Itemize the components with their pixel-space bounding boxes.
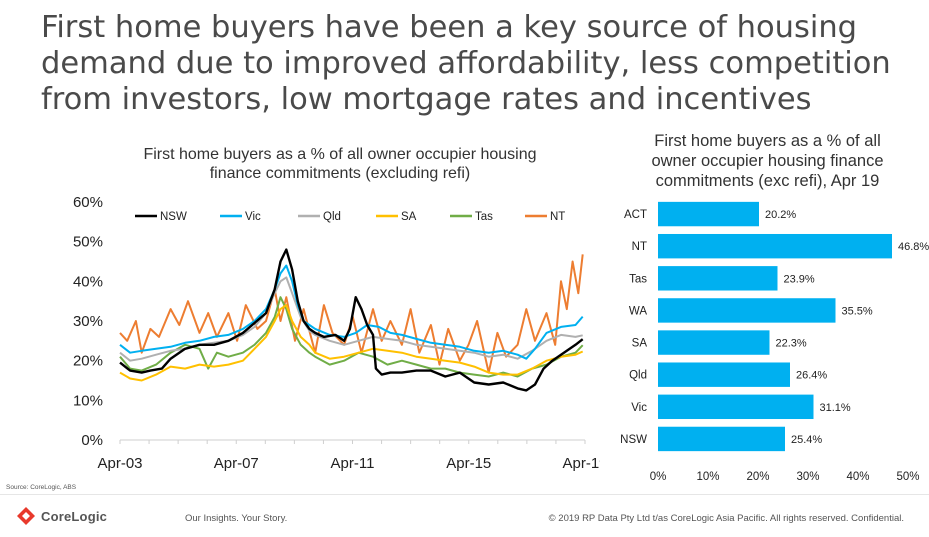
bar-x-tick-label: 40% <box>846 471 869 483</box>
bar-x-tick-label: 0% <box>650 471 667 483</box>
footer-divider <box>0 494 929 495</box>
x-tick-label: Apr-07 <box>214 455 259 472</box>
bar-category-label: WA <box>629 305 647 317</box>
footer-copyright: © 2019 RP Data Pty Ltd t/as CoreLogic As… <box>548 513 904 524</box>
bar-category-label: Qld <box>629 370 647 382</box>
x-tick-label: Apr-11 <box>331 455 375 472</box>
bar-chart-title-line: owner occupier housing finance <box>651 152 884 170</box>
y-tick-label: 60% <box>73 194 103 211</box>
bar-x-tick-label: 50% <box>896 471 919 483</box>
bar-tas <box>658 266 778 291</box>
bar-category-label: Vic <box>631 402 647 414</box>
y-tick-label: 0% <box>81 432 103 449</box>
x-tick-label: Apr-19 <box>562 455 600 472</box>
legend-label-nsw: NSW <box>160 211 187 223</box>
bar-value-label: 23.9% <box>784 273 815 285</box>
bar-x-tick-label: 10% <box>696 471 719 483</box>
bar-chart-title-line: First home buyers as a % of all <box>654 132 881 150</box>
bar-vic <box>658 394 814 420</box>
line-chart-title-line: First home buyers as a % of all owner oc… <box>143 146 537 163</box>
bar-category-label: Tas <box>629 273 647 285</box>
bar-chart-title-line: commitments (exc refi), Apr 19 <box>655 172 880 190</box>
corelogic-logo-icon <box>17 507 35 525</box>
y-tick-label: 40% <box>73 273 103 290</box>
corelogic-logo: CoreLogic <box>16 506 107 526</box>
bar-category-label: ACT <box>624 209 647 221</box>
series-line-vic <box>119 264 584 360</box>
legend-label-vic: Vic <box>245 211 261 223</box>
legend-label-nt: NT <box>550 211 565 223</box>
slide-title: First home buyers have been a key source… <box>41 10 911 118</box>
logo-text: CoreLogic <box>41 508 108 524</box>
bar-value-label: 35.5% <box>842 305 873 317</box>
bar-category-label: NT <box>632 241 647 253</box>
legend-label-sa: SA <box>401 211 417 223</box>
bar-value-label: 26.4% <box>796 370 827 382</box>
y-tick-label: 10% <box>73 392 103 409</box>
legend-label-tas: Tas <box>475 211 493 223</box>
bar-wa <box>658 298 836 323</box>
footer-tagline: Our Insights. Your Story. <box>185 513 288 524</box>
line-chart: 0% 10% 20% 30% 40% 50% 60% Apr-03 Apr-07 Apr-11 Ap… <box>73 194 600 472</box>
line-chart-title-line: finance commitments (excluding refi) <box>209 165 471 182</box>
y-tick-label: 30% <box>73 313 103 330</box>
bar-chart: ACT 20.2% NT 46.8% Tas 23.9% WA 35.5% SA 22.3% Qld… <box>620 201 929 483</box>
bar-nt <box>658 233 892 259</box>
source-note: Source: CoreLogic, ABS <box>6 484 77 491</box>
series-line-nsw <box>119 248 584 392</box>
bar-category-label: NSW <box>620 434 647 446</box>
bar-nsw <box>658 426 785 452</box>
bar-value-label: 31.1% <box>820 402 851 414</box>
y-tick-label: 20% <box>73 353 103 370</box>
series-line-sa <box>119 304 584 382</box>
slide-title-line: First home buyers have been a key source… <box>41 10 858 45</box>
series-line-tas <box>119 296 584 378</box>
x-tick-label: Apr-03 <box>97 455 142 472</box>
bar-value-label: 20.2% <box>765 209 796 221</box>
bar-value-label: 22.3% <box>776 338 807 350</box>
bar-x-tick-label: 30% <box>796 471 819 483</box>
bar-act <box>658 201 759 227</box>
legend-label-qld: Qld <box>323 211 341 223</box>
bar-qld <box>658 362 790 387</box>
slide-title-line: from investors, low mortgage rates and i… <box>41 82 812 117</box>
bar-value-label: 25.4% <box>791 434 822 446</box>
bar-x-tick-label: 20% <box>746 471 769 483</box>
slide-title-line: demand due to improved affordability, le… <box>41 46 891 81</box>
bar-category-label: SA <box>632 338 648 350</box>
bar-chart-title: First home buyers as a % of all owner oc… <box>615 131 920 191</box>
x-tick-label: Apr-15 <box>446 455 491 472</box>
bar-value-label: 46.8% <box>898 241 929 253</box>
line-chart-title: First home buyers as a % of all owner oc… <box>60 145 620 183</box>
y-tick-label: 50% <box>73 234 103 251</box>
bar-sa <box>658 330 770 355</box>
